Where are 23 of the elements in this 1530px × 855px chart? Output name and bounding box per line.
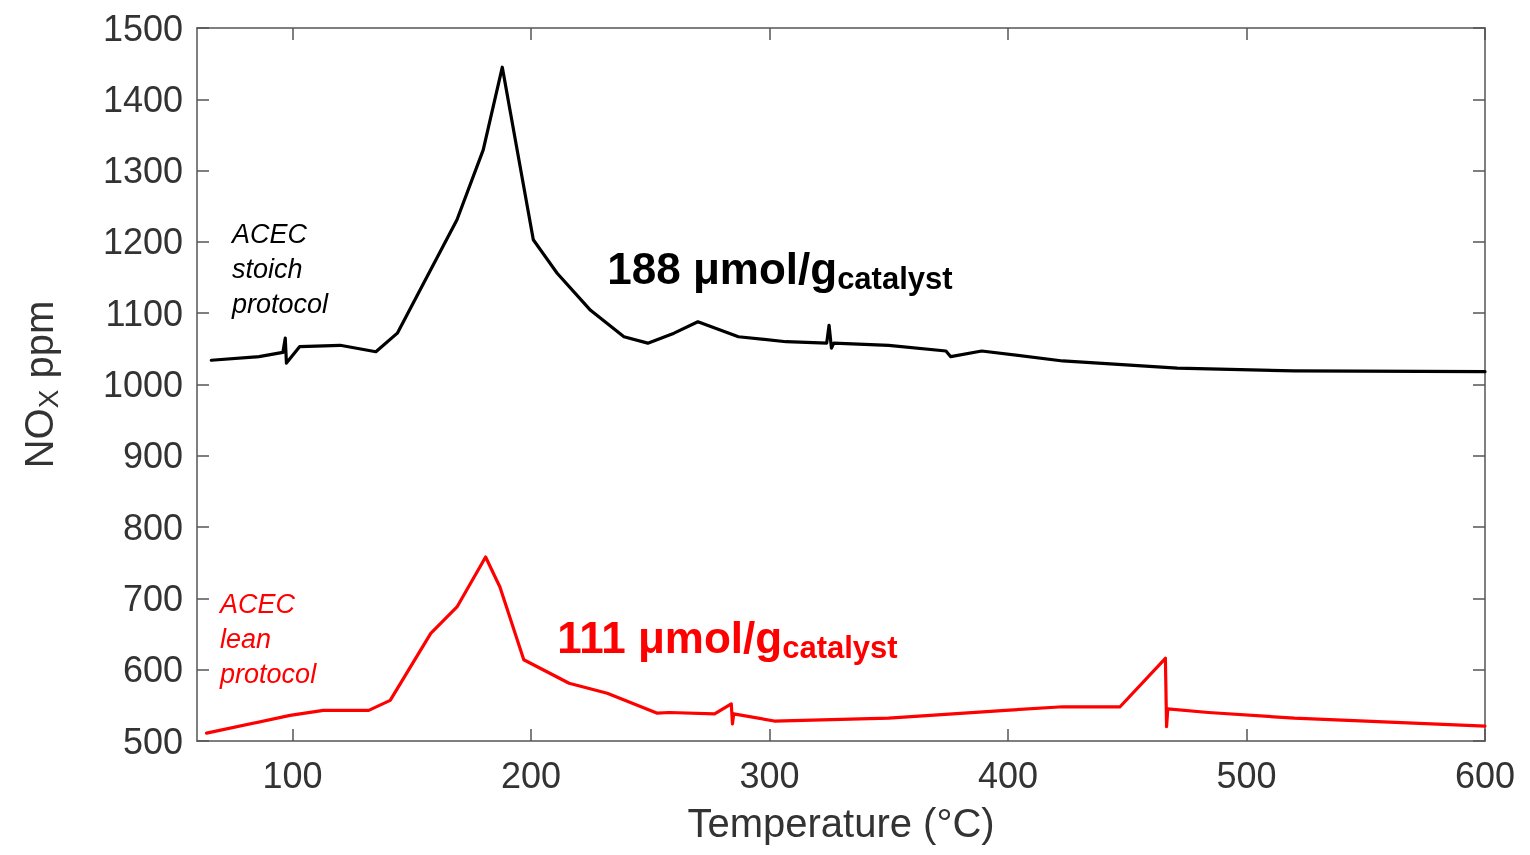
x-tick-label: 500 [1216,754,1277,796]
y-tick-label: 1200 [102,221,183,263]
y-tick-label: 700 [122,577,183,619]
y-tick-label: 600 [122,649,183,691]
y-tick-label: 1400 [102,78,183,120]
x-tick-label: 100 [262,754,323,796]
y-tick-label: 500 [122,720,183,762]
x-tick-label: 600 [1454,754,1516,796]
x-tick-label: 200 [500,754,561,796]
x-axis-title: Temperature (°C) [687,801,995,845]
series-label: ACEC lean protocol [218,589,318,690]
y-tick-label: 1100 [105,292,183,334]
y-tick-label: 800 [122,506,183,548]
series-label: ACEC stoich protocol [230,219,330,320]
line-series [204,555,1487,735]
y-tick-label: 900 [122,435,183,477]
y-tick-label: 1000 [102,364,183,405]
y-tick-label: 1500 [102,7,183,49]
y-axis-title: NOX ppm [17,300,64,469]
y-tick-label: 1300 [102,150,183,192]
x-tick-label: 300 [739,754,800,796]
x-tick-label: 400 [977,754,1038,796]
line-series [209,65,1487,374]
